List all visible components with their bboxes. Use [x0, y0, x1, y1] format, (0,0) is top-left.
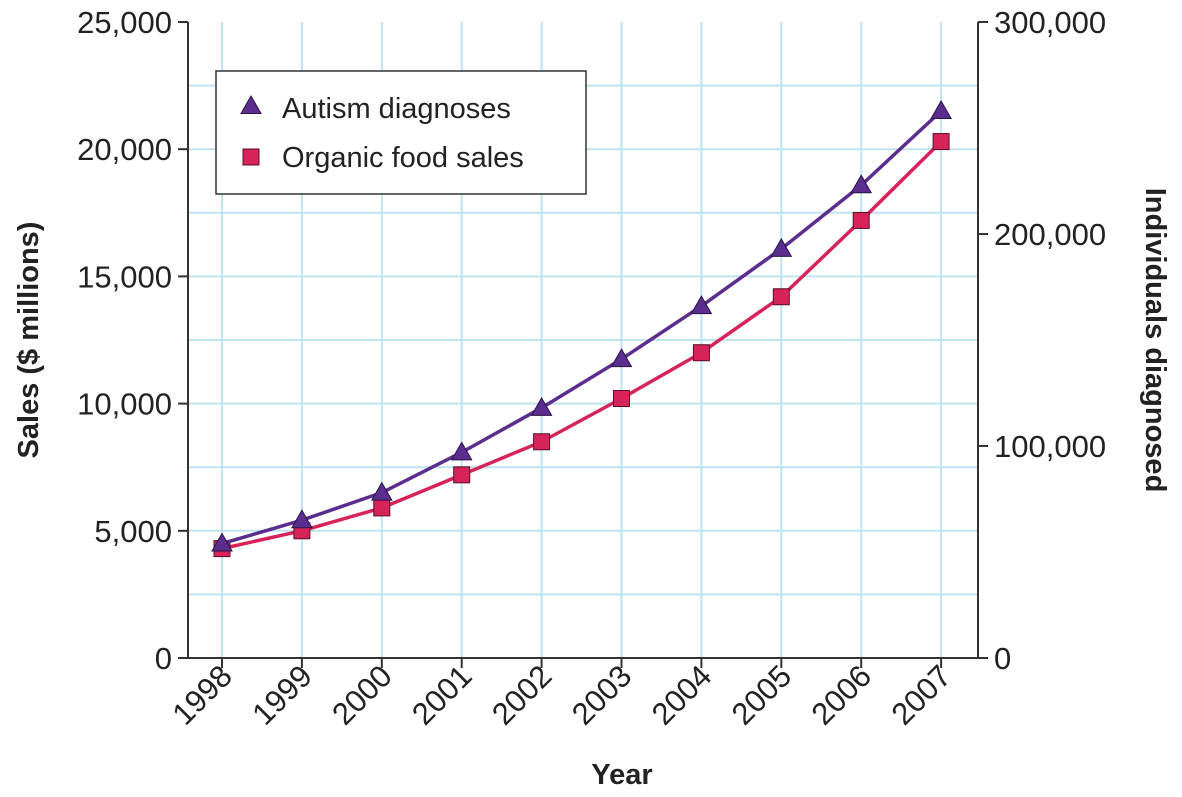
right-tick-label: 300,000	[994, 5, 1106, 40]
legend-box	[215, 70, 587, 195]
right-tick-label: 100,000	[994, 429, 1106, 464]
x-tick-label: 2005	[725, 658, 799, 732]
legend-marker-organic-food-sales	[242, 148, 260, 166]
right-axis-ticks: 0 100,000 200,000 300,000	[978, 5, 1106, 676]
data-point-organic-food-sales	[453, 466, 471, 484]
data-point-organic-food-sales	[772, 288, 790, 306]
legend-marker-autism-diagnoses	[240, 94, 262, 114]
right-tick-label: 200,000	[994, 217, 1106, 252]
data-point-autism-diagnoses	[370, 481, 393, 501]
data-point-autism-diagnoses	[530, 396, 553, 416]
data-point-organic-food-sales	[373, 499, 391, 517]
left-tick-label: 10,000	[77, 387, 172, 422]
x-tick-label: 2004	[645, 658, 719, 732]
data-point-autism-diagnoses	[930, 100, 952, 120]
data-point-organic-food-sales	[613, 390, 630, 408]
x-tick-label: 2002	[485, 658, 559, 732]
legend-label-autism-diagnoses: Autism diagnoses	[282, 93, 511, 125]
data-point-autism-diagnoses	[610, 348, 633, 368]
legend: Autism diagnoses Organic food sales	[215, 70, 587, 195]
x-tick-label: 2006	[805, 658, 879, 732]
data-point-autism-diagnoses	[770, 237, 793, 257]
x-tick-label: 2003	[565, 658, 639, 732]
left-axis-title: Sales ($ millions)	[13, 222, 45, 459]
axes	[187, 22, 979, 659]
left-axis-ticks: 0 5,000 10,000 15,000 20,000 25,000	[77, 5, 188, 676]
data-point-autism-diagnoses	[850, 174, 873, 194]
x-axis-ticks: 1998 1999 2000 2001 2002 2003 2004 2005 2006 2007	[165, 658, 958, 732]
x-tick-label: 1999	[245, 658, 319, 732]
right-tick-label: 0	[994, 641, 1011, 676]
legend-label-organic-food-sales: Organic food sales	[282, 142, 524, 174]
x-tick-label: 2001	[405, 658, 479, 732]
x-axis-title: Year	[591, 759, 652, 791]
x-tick-label: 2000	[325, 658, 399, 732]
left-tick-label: 0	[155, 641, 172, 676]
data-point-organic-food-sales	[692, 344, 710, 362]
left-tick-label: 25,000	[77, 5, 172, 40]
left-tick-label: 20,000	[77, 132, 172, 167]
series-layer	[211, 100, 952, 558]
left-tick-label: 15,000	[77, 259, 172, 294]
data-point-organic-food-sales	[533, 433, 551, 451]
data-point-autism-diagnoses	[211, 532, 233, 552]
series-line-organic-food-sales	[221, 140, 943, 551]
data-point-autism-diagnoses	[291, 509, 313, 529]
data-point-autism-diagnoses	[690, 295, 713, 315]
data-point-organic-food-sales	[852, 211, 870, 229]
right-axis-title: Individuals diagnosed	[1139, 188, 1171, 493]
series-line-autism-diagnoses	[221, 109, 943, 546]
data-point-organic-food-sales	[932, 133, 950, 151]
triangle-marker-icon	[240, 94, 262, 114]
data-point-autism-diagnoses	[450, 441, 473, 461]
x-tick-label: 2007	[885, 658, 959, 732]
left-tick-label: 5,000	[94, 514, 172, 549]
x-tick-label: 1998	[165, 658, 239, 732]
square-marker-icon	[242, 148, 260, 166]
